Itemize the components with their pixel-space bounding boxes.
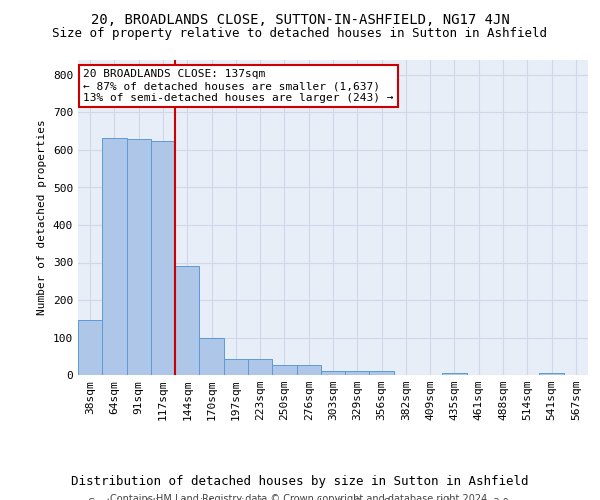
Text: Contains public sector information licensed under the Open Government Licence v3: Contains public sector information licen… xyxy=(88,498,512,500)
Bar xyxy=(442,373,467,375)
Text: Size of property relative to detached houses in Sutton in Ashfield: Size of property relative to detached ho… xyxy=(53,28,548,40)
Bar xyxy=(539,373,564,375)
Bar xyxy=(272,365,296,375)
Bar xyxy=(248,359,272,375)
Bar xyxy=(199,338,224,375)
Bar xyxy=(321,371,345,375)
Bar xyxy=(370,371,394,375)
Bar xyxy=(296,365,321,375)
Text: 20, BROADLANDS CLOSE, SUTTON-IN-ASHFIELD, NG17 4JN: 20, BROADLANDS CLOSE, SUTTON-IN-ASHFIELD… xyxy=(91,12,509,26)
Text: Contains HM Land Registry data © Crown copyright and database right 2024.: Contains HM Land Registry data © Crown c… xyxy=(110,494,490,500)
Bar xyxy=(224,358,248,375)
Bar xyxy=(127,139,151,375)
Text: Distribution of detached houses by size in Sutton in Ashfield: Distribution of detached houses by size … xyxy=(71,474,529,488)
Y-axis label: Number of detached properties: Number of detached properties xyxy=(37,120,47,316)
Bar xyxy=(102,138,127,375)
Bar xyxy=(345,371,370,375)
Text: 20 BROADLANDS CLOSE: 137sqm
← 87% of detached houses are smaller (1,637)
13% of : 20 BROADLANDS CLOSE: 137sqm ← 87% of det… xyxy=(83,70,394,102)
Bar xyxy=(78,320,102,375)
Bar xyxy=(151,140,175,375)
Bar xyxy=(175,266,199,375)
